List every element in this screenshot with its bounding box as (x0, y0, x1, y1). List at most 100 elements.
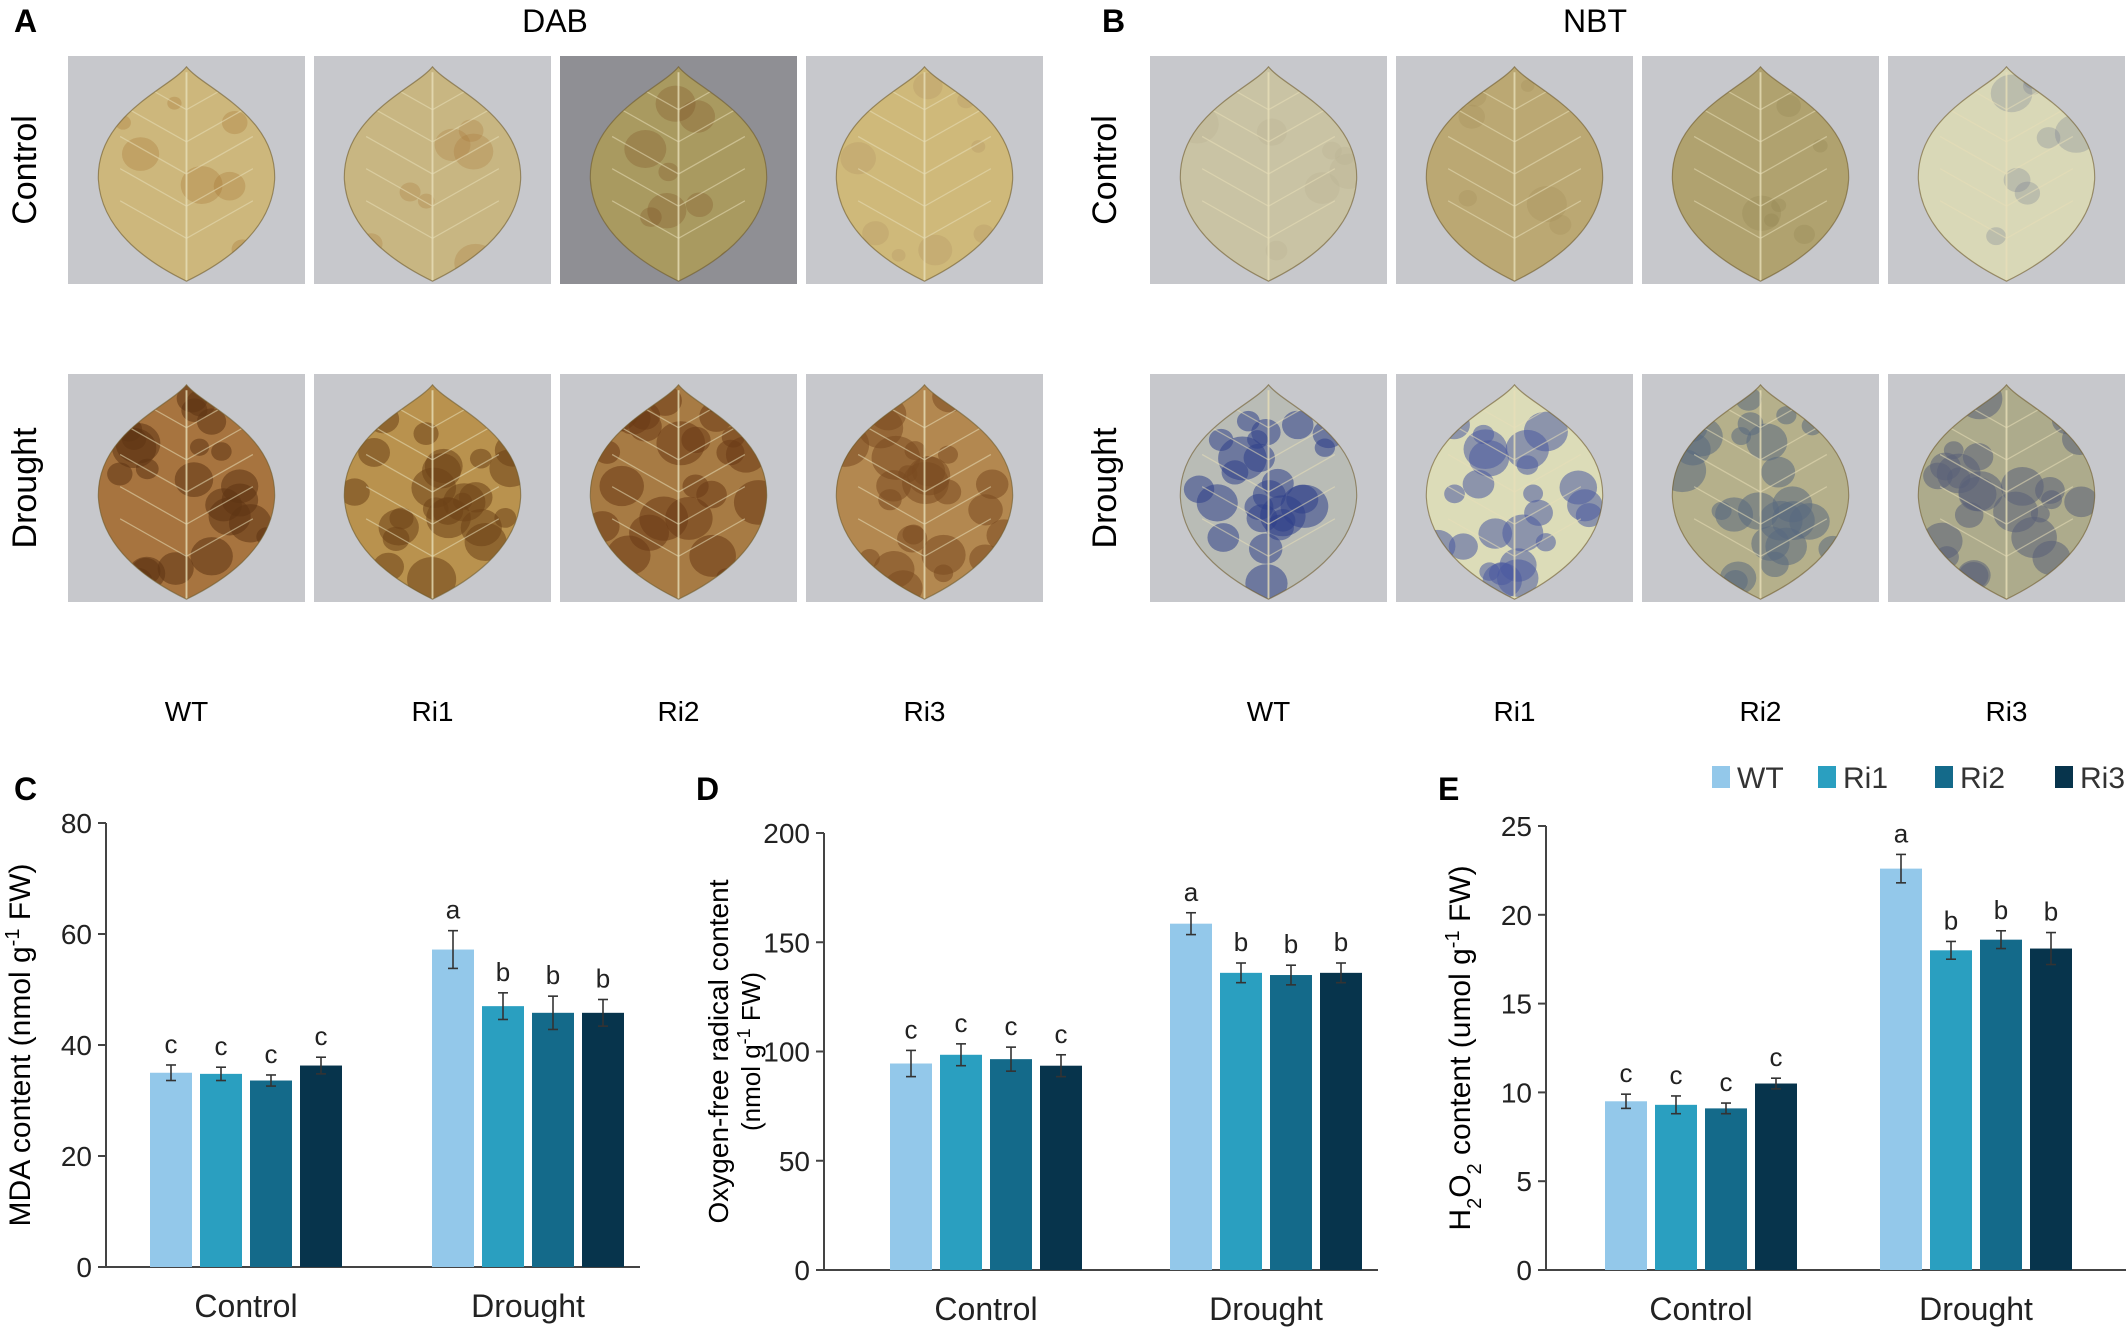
leaf-vein (2006, 453, 2074, 493)
leaf-vein (857, 486, 925, 525)
leaf-stain (1334, 146, 1355, 165)
leaf-vein (186, 453, 254, 493)
leaf-stain (205, 488, 242, 522)
leaf-vein (1447, 453, 1515, 493)
panel-letter-a: A (14, 3, 37, 39)
y-tick-label: 0 (794, 1255, 810, 1286)
leaf-stain (2064, 486, 2095, 518)
leaf-stain (389, 507, 414, 530)
y-axis-label-part: 2 (1464, 1198, 1486, 1209)
chart-d: D 0 50 100 150 200 Oxygen-free radical content… (696, 771, 1378, 1327)
leaf-vein (678, 453, 746, 493)
leaf-stain (1488, 562, 1515, 586)
leaf-outline (97, 65, 276, 282)
chart-c: C 0 20 40 60 80 MDA content (nmol g-1 FW) c c c c C… (2, 771, 640, 1324)
x-category-label-control: Control (1649, 1291, 1752, 1327)
leaf-vein (2006, 168, 2074, 207)
leaf-vein (1268, 200, 1336, 239)
y-axis-label-part: 2 (1464, 1163, 1486, 1174)
leaf-stain (733, 480, 767, 525)
leaf-stain (1505, 429, 1549, 470)
legend-swatch (2055, 766, 2073, 788)
leaf-stain (1520, 79, 1535, 92)
bar-ri3-drought (2030, 948, 2072, 1270)
leaf-vein (1514, 168, 1582, 207)
leaf-vein (1268, 168, 1336, 207)
leaf-vein (365, 200, 433, 239)
leaf-vein (1514, 135, 1582, 175)
y-axis-label-part: -1 (1442, 930, 1464, 948)
bar-ri3-drought (1320, 972, 1362, 1270)
leaf-vein (1268, 518, 1336, 557)
column-label-wt: WT (165, 696, 209, 727)
leaf-vein (857, 135, 925, 175)
leaf-stain (1962, 443, 1994, 471)
bar-ri1-drought (482, 1006, 524, 1267)
leaf-stain (1793, 224, 1815, 244)
leaf-vein (1514, 453, 1582, 493)
y-tick-label: 100 (763, 1037, 810, 1068)
y-tick-label: 20 (61, 1141, 92, 1172)
y-tick-label: 60 (61, 919, 92, 950)
leaf-stain (2036, 127, 2061, 149)
leaf-vein (1939, 518, 2007, 557)
leaf-stain (1761, 456, 1796, 488)
leaf-outline (97, 383, 276, 600)
y-tick-label: 0 (1516, 1255, 1532, 1286)
leaf-vein (1201, 453, 1269, 493)
leaf-stain (190, 537, 233, 576)
leaf-stain (696, 480, 727, 509)
leaf-vein (857, 168, 925, 207)
photo-a-control-wt (68, 56, 305, 284)
leaf-stain (1771, 198, 1787, 213)
leaf-stain (975, 469, 1009, 499)
column-label-ri2: Ri2 (657, 696, 699, 727)
leaf-vein (1693, 168, 1761, 207)
leaf-vein (924, 453, 992, 493)
leaf-stain (2014, 181, 2041, 205)
leaf-outline (1425, 383, 1604, 600)
leaf-vein (924, 518, 992, 557)
leaf-vein (1514, 486, 1582, 525)
bar-ri2-drought (532, 1012, 574, 1267)
bar-ri3-control (300, 1065, 342, 1267)
bar-wt-control (150, 1072, 192, 1267)
legend-item-ri1: Ri1 (1818, 762, 1888, 795)
leaf-vein (365, 518, 433, 557)
photo-a-control-ri1 (314, 56, 551, 284)
leaf-stain (640, 207, 662, 227)
leaf-vein (2006, 135, 2074, 175)
leaf-stain (599, 465, 644, 507)
leaf-stain (891, 249, 906, 262)
leaf-stain (213, 171, 246, 201)
significance-letter: b (596, 963, 610, 993)
photo-b-control-wt (1150, 56, 1387, 284)
y-axis-label: H2O2 content (umol g-1 FW) (1442, 865, 1486, 1230)
panel-letter-d: D (696, 771, 719, 807)
leaf-stain (221, 111, 248, 135)
bar-wt-drought (432, 949, 474, 1267)
leaf-stain (898, 465, 918, 483)
bar-ri2-drought (1270, 975, 1312, 1270)
leaf-vein (186, 486, 254, 525)
leaf-stain (1760, 551, 1789, 578)
significance-letter: b (1334, 927, 1348, 957)
y-tick-label: 80 (61, 808, 92, 839)
leaf-vein (1693, 135, 1761, 175)
leaf-vein (1693, 200, 1761, 239)
leaf-stain (1448, 533, 1478, 560)
leaf-stain (1314, 438, 1336, 457)
leaf-vein (432, 486, 500, 525)
leaf-vein (611, 486, 679, 525)
leaf-vein (1693, 453, 1761, 493)
x-category-label-control: Control (934, 1291, 1037, 1327)
leaf-vein (119, 453, 187, 493)
leaf-stain (1502, 514, 1544, 552)
significance-letter: b (1284, 929, 1298, 959)
leaf-vein (1514, 200, 1582, 239)
photo-b-drought-wt (1150, 374, 1387, 602)
leaf-vein (678, 518, 746, 557)
leaf-stain (453, 133, 494, 170)
